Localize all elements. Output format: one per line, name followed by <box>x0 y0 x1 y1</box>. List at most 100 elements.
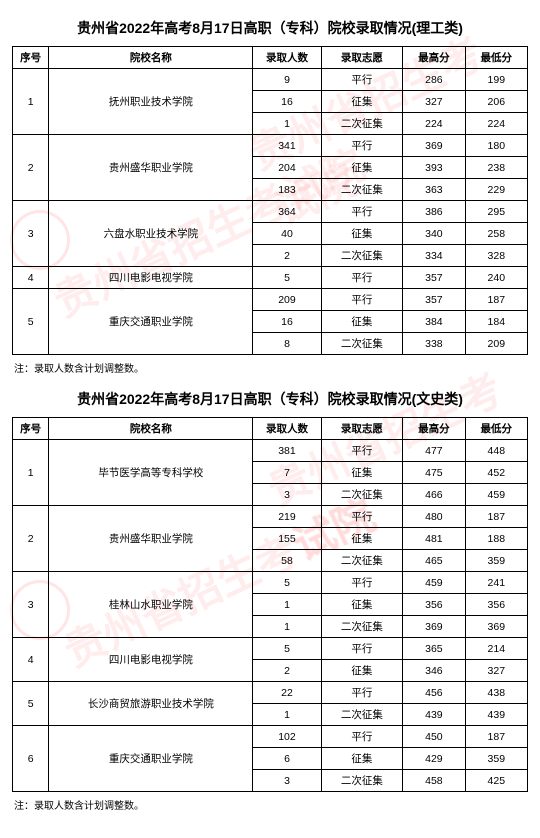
cell-school-name: 抚州职业技术学院 <box>49 69 253 135</box>
cell-high: 369 <box>403 135 465 157</box>
cell-high: 327 <box>403 91 465 113</box>
cell-type: 二次征集 <box>321 616 403 638</box>
cell-type: 二次征集 <box>321 484 403 506</box>
cell-low: 241 <box>465 572 527 594</box>
admission-table: 序号院校名称录取人数录取志愿最高分最低分1毕节医学高等专科学校381平行4774… <box>12 417 528 792</box>
cell-type: 征集 <box>321 91 403 113</box>
table-title: 贵州省2022年高考8月17日高职（专科）院校录取情况(理工类) <box>12 18 528 38</box>
cell-seq: 2 <box>13 135 49 201</box>
cell-seq: 4 <box>13 267 49 289</box>
header-low: 最低分 <box>465 47 527 69</box>
header-high: 最高分 <box>403 47 465 69</box>
cell-type: 平行 <box>321 201 403 223</box>
cell-type: 平行 <box>321 135 403 157</box>
header-seq: 序号 <box>13 418 49 440</box>
cell-seq: 1 <box>13 69 49 135</box>
table-row: 2贵州盛华职业学院341平行369180 <box>13 135 528 157</box>
cell-school-name: 毕节医学高等专科学校 <box>49 440 253 506</box>
cell-count: 3 <box>253 770 321 792</box>
cell-type: 二次征集 <box>321 333 403 355</box>
cell-high: 465 <box>403 550 465 572</box>
cell-low: 187 <box>465 506 527 528</box>
admission-table: 序号院校名称录取人数录取志愿最高分最低分1抚州职业技术学院9平行28619916… <box>12 46 528 355</box>
cell-count: 5 <box>253 638 321 660</box>
cell-count: 1 <box>253 594 321 616</box>
cell-type: 平行 <box>321 440 403 462</box>
cell-seq: 6 <box>13 726 49 792</box>
cell-low: 199 <box>465 69 527 91</box>
cell-count: 16 <box>253 311 321 333</box>
cell-school-name: 长沙商贸旅游职业技术学院 <box>49 682 253 726</box>
cell-school-name: 四川电影电视学院 <box>49 638 253 682</box>
table-title: 贵州省2022年高考8月17日高职（专科）院校录取情况(文史类) <box>12 389 528 409</box>
cell-type: 二次征集 <box>321 550 403 572</box>
header-type: 录取志愿 <box>321 418 403 440</box>
cell-seq: 1 <box>13 440 49 506</box>
cell-type: 平行 <box>321 682 403 704</box>
cell-high: 363 <box>403 179 465 201</box>
cell-high: 480 <box>403 506 465 528</box>
cell-low: 240 <box>465 267 527 289</box>
cell-type: 平行 <box>321 506 403 528</box>
cell-count: 16 <box>253 91 321 113</box>
cell-count: 40 <box>253 223 321 245</box>
cell-high: 466 <box>403 484 465 506</box>
cell-high: 334 <box>403 245 465 267</box>
cell-low: 359 <box>465 748 527 770</box>
cell-count: 1 <box>253 113 321 135</box>
cell-low: 452 <box>465 462 527 484</box>
cell-high: 477 <box>403 440 465 462</box>
table-note: 注：录取人数含计划调整数。 <box>14 797 528 812</box>
cell-school-name: 重庆交通职业学院 <box>49 726 253 792</box>
cell-count: 364 <box>253 201 321 223</box>
cell-low: 438 <box>465 682 527 704</box>
cell-high: 481 <box>403 528 465 550</box>
cell-high: 224 <box>403 113 465 135</box>
cell-type: 平行 <box>321 726 403 748</box>
cell-count: 3 <box>253 484 321 506</box>
cell-low: 359 <box>465 550 527 572</box>
cell-low: 214 <box>465 638 527 660</box>
cell-low: 295 <box>465 201 527 223</box>
cell-seq: 2 <box>13 506 49 572</box>
cell-high: 286 <box>403 69 465 91</box>
table-row: 5重庆交通职业学院209平行357187 <box>13 289 528 311</box>
cell-type: 二次征集 <box>321 245 403 267</box>
cell-high: 458 <box>403 770 465 792</box>
header-high: 最高分 <box>403 418 465 440</box>
cell-high: 346 <box>403 660 465 682</box>
cell-count: 219 <box>253 506 321 528</box>
cell-seq: 4 <box>13 638 49 682</box>
cell-count: 5 <box>253 572 321 594</box>
cell-low: 425 <box>465 770 527 792</box>
cell-type: 二次征集 <box>321 770 403 792</box>
cell-count: 7 <box>253 462 321 484</box>
cell-low: 229 <box>465 179 527 201</box>
cell-type: 平行 <box>321 289 403 311</box>
cell-high: 338 <box>403 333 465 355</box>
cell-count: 381 <box>253 440 321 462</box>
table-row: 1抚州职业技术学院9平行286199 <box>13 69 528 91</box>
cell-low: 206 <box>465 91 527 113</box>
cell-type: 征集 <box>321 528 403 550</box>
cell-type: 征集 <box>321 157 403 179</box>
cell-school-name: 四川电影电视学院 <box>49 267 253 289</box>
cell-count: 183 <box>253 179 321 201</box>
cell-low: 224 <box>465 113 527 135</box>
cell-count: 1 <box>253 616 321 638</box>
header-low: 最低分 <box>465 418 527 440</box>
cell-count: 155 <box>253 528 321 550</box>
table-row: 1毕节医学高等专科学校381平行477448 <box>13 440 528 462</box>
cell-count: 8 <box>253 333 321 355</box>
cell-type: 二次征集 <box>321 179 403 201</box>
cell-low: 459 <box>465 484 527 506</box>
cell-type: 二次征集 <box>321 113 403 135</box>
table-row: 3六盘水职业技术学院364平行386295 <box>13 201 528 223</box>
cell-seq: 3 <box>13 201 49 267</box>
cell-high: 369 <box>403 616 465 638</box>
table-row: 4四川电影电视学院5平行365214 <box>13 638 528 660</box>
cell-seq: 5 <box>13 682 49 726</box>
table-row: 2贵州盛华职业学院219平行480187 <box>13 506 528 528</box>
cell-count: 209 <box>253 289 321 311</box>
cell-high: 365 <box>403 638 465 660</box>
